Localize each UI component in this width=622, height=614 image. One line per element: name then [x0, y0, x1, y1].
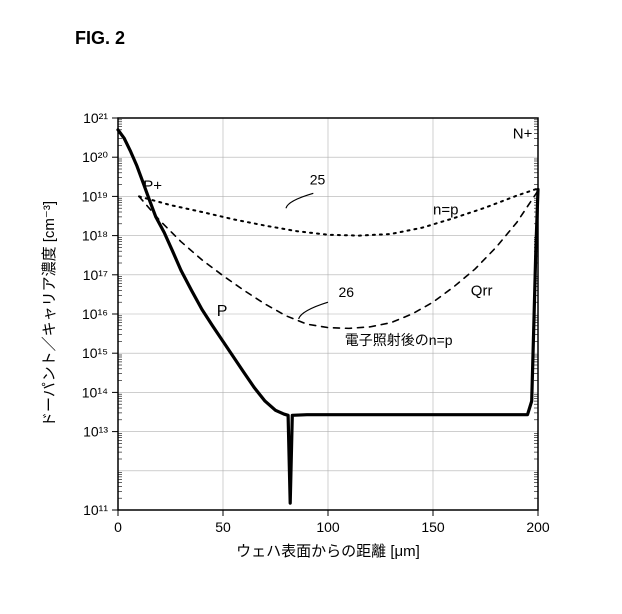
annotation: P+: [143, 178, 162, 195]
annotation: 25: [310, 172, 326, 188]
svg-text:200: 200: [526, 519, 550, 535]
svg-text:100: 100: [316, 519, 340, 535]
svg-text:150: 150: [421, 519, 445, 535]
y-axis-label: ドーパント／キャリア濃度 [cm⁻³]: [41, 201, 58, 427]
svg-text:10¹⁵: 10¹⁵: [82, 345, 108, 361]
x-axis-label: ウェハ表面からの距離 [μm]: [236, 542, 420, 560]
annotation: 26: [339, 284, 355, 300]
svg-text:10²¹: 10²¹: [83, 110, 108, 126]
svg-text:10¹⁹: 10¹⁹: [82, 188, 108, 204]
svg-text:0: 0: [114, 519, 122, 535]
svg-text:10¹¹: 10¹¹: [83, 502, 108, 518]
figure-label: FIG. 2: [75, 28, 125, 49]
leader-line: [286, 193, 313, 208]
svg-text:10¹⁶: 10¹⁶: [82, 306, 108, 322]
leader-line: [299, 302, 328, 319]
series-curve-25: [139, 188, 538, 235]
annotation: P: [217, 303, 228, 320]
annotation: n=p: [433, 201, 458, 218]
annotation: 電子照射後のn=p: [345, 332, 453, 348]
annotation: Qrr: [471, 282, 493, 299]
annotation: N+: [513, 125, 533, 142]
svg-text:10¹³: 10¹³: [83, 424, 108, 440]
svg-text:10²⁰: 10²⁰: [82, 149, 108, 165]
svg-text:10¹⁸: 10¹⁸: [82, 228, 108, 244]
svg-text:50: 50: [215, 519, 231, 535]
svg-text:10¹⁴: 10¹⁴: [82, 384, 108, 400]
svg-text:10¹⁷: 10¹⁷: [83, 267, 108, 283]
series-curve-26: [139, 191, 538, 329]
chart: 10¹¹ 10¹³ 10¹⁴ 10¹⁵ 10¹⁶ 10¹⁷ 10¹⁸ 10¹⁹ 10²⁰ 10²¹…: [30, 100, 590, 590]
